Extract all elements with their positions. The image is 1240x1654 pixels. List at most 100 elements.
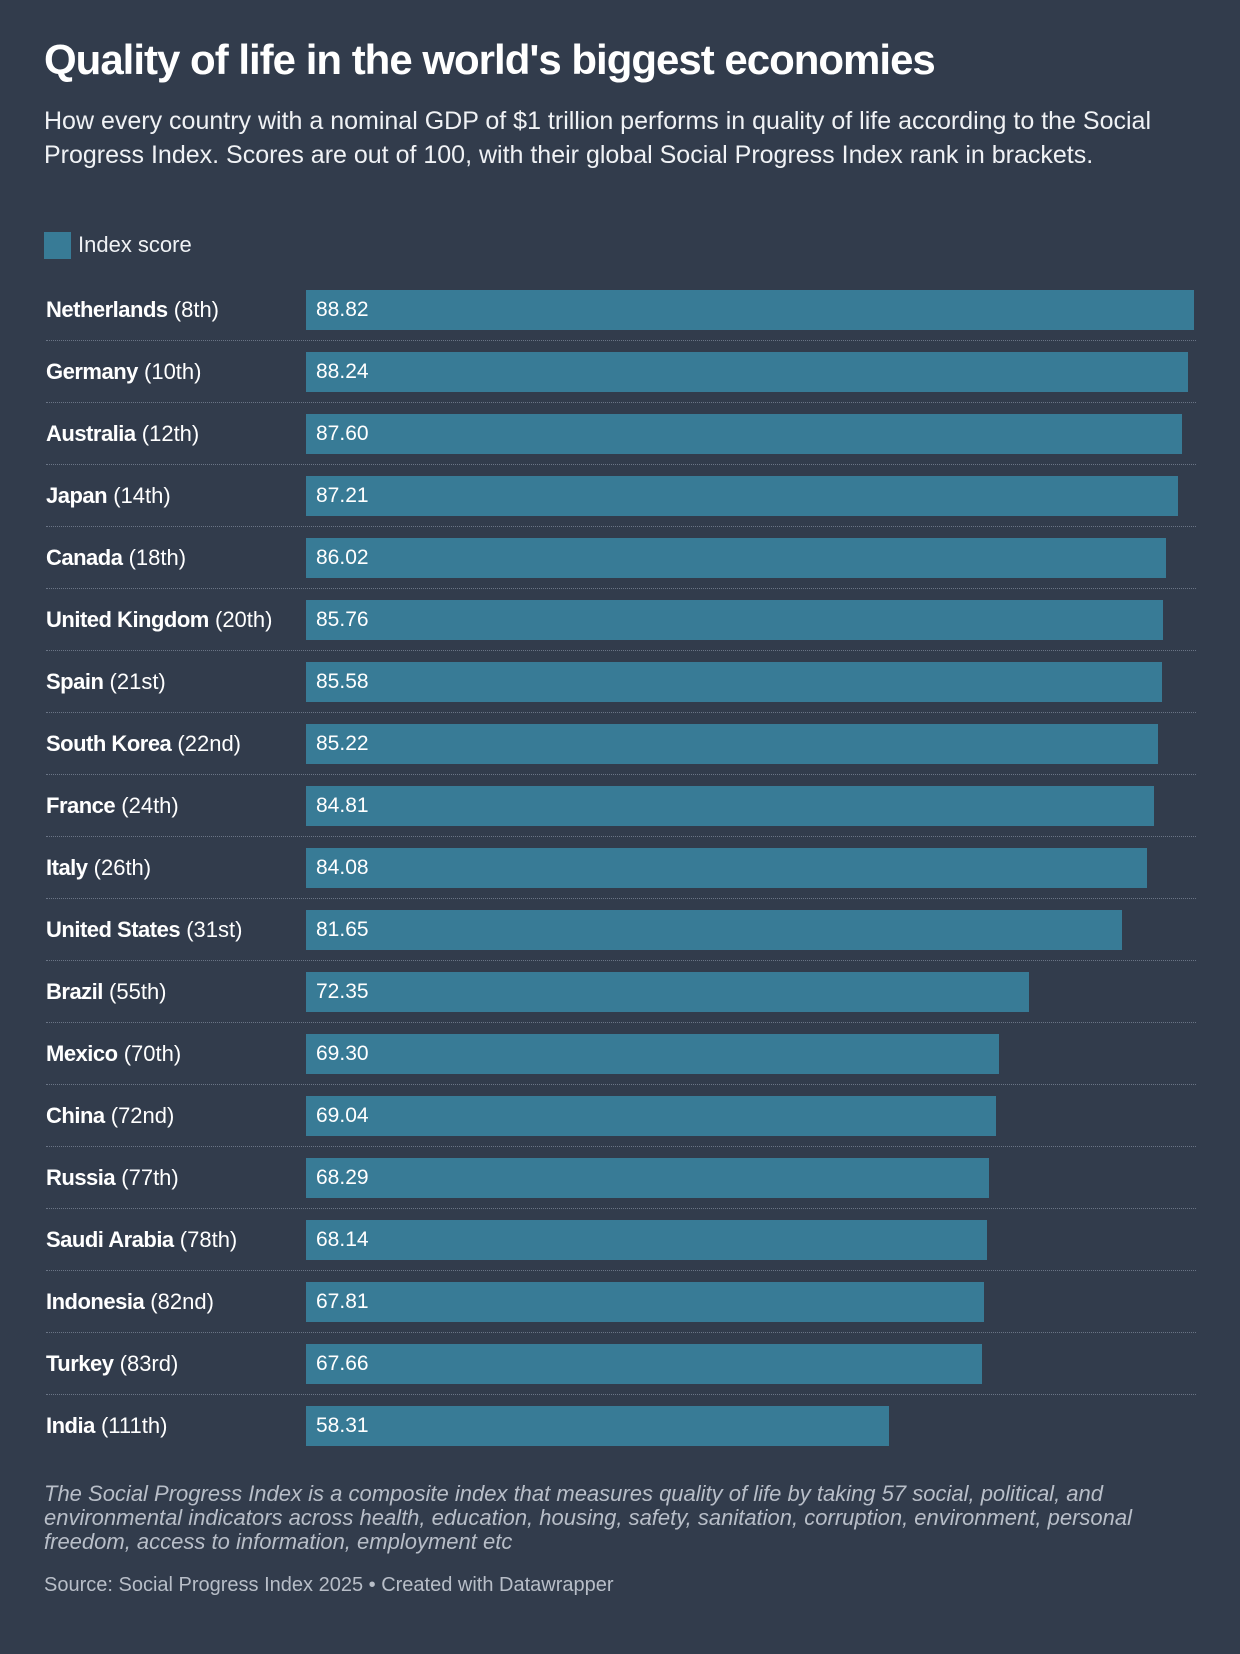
bar-value-label: 69.04 [316,1104,369,1127]
row-separator [46,1022,1196,1023]
bar-row: Spain (21st) 85.58 [46,651,1196,713]
country-rank: (31st) [180,917,243,942]
bar-value-label: 67.81 [316,1290,369,1313]
country-rank: (55th) [102,979,167,1004]
country-rank: (21st) [103,669,166,694]
bar-value-label: 67.66 [316,1352,369,1375]
bar-row: United Kingdom (20th) 85.76 [46,589,1196,651]
country-rank: (70th) [117,1041,182,1066]
bar-value-label: 69.30 [316,1042,369,1065]
row-separator [46,650,1196,651]
bar: 69.04 [306,1096,997,1136]
bar: 68.29 [306,1158,989,1198]
bar-row: Indonesia (82nd) 67.81 [46,1271,1196,1333]
row-separator [46,1332,1196,1333]
bar-value-label: 86.02 [316,546,369,569]
category-label: Brazil (55th) [46,961,167,1023]
bar-value-label: 85.22 [316,732,369,755]
bar-value-label: 81.65 [316,918,369,941]
category-label: Turkey (83rd) [46,1333,178,1395]
bar: 87.21 [306,476,1178,516]
category-label: United States (31st) [46,899,242,961]
country-name: Spain [46,669,104,694]
row-separator [46,774,1196,775]
bar-row: Turkey (83rd) 67.66 [46,1333,1196,1395]
bar-row: South Korea (22nd) 85.22 [46,713,1196,775]
bar: 67.66 [306,1344,983,1384]
country-name: Russia [46,1165,116,1190]
bar-row: France (24th) 84.81 [46,775,1196,837]
row-separator [46,1394,1196,1395]
bar: 86.02 [306,538,1166,578]
category-label: Netherlands (8th) [46,279,219,341]
bar: 88.82 [306,290,1194,330]
bar-row: Saudi Arabia (78th) 68.14 [46,1209,1196,1271]
country-name: Saudi Arabia [46,1227,174,1252]
country-rank: (12th) [135,421,200,446]
bar: 72.35 [306,972,1030,1012]
bar-row: China (72nd) 69.04 [46,1085,1196,1147]
category-label: Indonesia (82nd) [46,1271,214,1333]
country-name: United States [46,917,181,942]
bar-value-label: 87.21 [316,484,369,507]
country-rank: (78th) [173,1227,238,1252]
country-rank: (26th) [87,855,152,880]
category-label: Canada (18th) [46,527,186,589]
row-separator [46,1146,1196,1147]
row-separator [46,340,1196,341]
country-name: Canada [46,545,123,570]
category-label: India (111th) [46,1395,167,1457]
bar: 81.65 [306,910,1123,950]
row-separator [46,526,1196,527]
country-name: France [46,793,116,818]
bar-row: India (111th) 58.31 [46,1395,1196,1457]
bar-value-label: 85.76 [316,608,369,631]
chart-subtitle: How every country with a nominal GDP of … [44,107,1151,169]
country-name: South Korea [46,731,172,756]
category-label: Spain (21st) [46,651,166,713]
category-label: Mexico (70th) [46,1023,181,1085]
category-label: Italy (26th) [46,837,151,899]
country-name: India [46,1413,95,1438]
country-name: Turkey [46,1351,114,1376]
country-rank: (82nd) [144,1289,214,1314]
category-label: South Korea (22nd) [46,713,241,775]
bar-row: Italy (26th) 84.08 [46,837,1196,899]
row-separator [46,588,1196,589]
country-name: China [46,1103,105,1128]
bar-value-label: 68.29 [316,1166,369,1189]
bar: 85.58 [306,662,1162,702]
country-name: Mexico [46,1041,118,1066]
row-separator [46,898,1196,899]
country-name: Netherlands [46,297,168,322]
category-label: Russia (77th) [46,1147,179,1209]
bar-row: Netherlands (8th) 88.82 [46,279,1196,341]
bar: 85.76 [306,600,1164,640]
bar-value-label: 88.82 [316,298,369,321]
bar-value-label: 72.35 [316,980,369,1003]
row-separator [46,712,1196,713]
bar-value-label: 88.24 [316,360,369,383]
legend: Index score [44,230,192,260]
bar-row: Mexico (70th) 69.30 [46,1023,1196,1085]
bar-row: Germany (10th) 88.24 [46,341,1196,403]
bar-value-label: 87.60 [316,422,369,445]
row-separator [46,402,1196,403]
country-rank: (111th) [94,1413,168,1438]
bar: 88.24 [306,352,1189,392]
country-name: Indonesia [46,1289,145,1314]
category-label: Saudi Arabia (78th) [46,1209,237,1271]
bar-row: Russia (77th) 68.29 [46,1147,1196,1209]
bar: 69.30 [306,1034,999,1074]
country-name: Brazil [46,979,103,1004]
bar-value-label: 85.58 [316,670,369,693]
bar-value-label: 84.81 [316,794,369,817]
row-separator [46,1270,1196,1271]
legend-swatch [44,231,71,259]
country-name: Italy [46,855,88,880]
country-rank: (8th) [167,297,220,322]
bar: 84.08 [306,848,1147,888]
bar: 68.14 [306,1220,988,1260]
category-label: France (24th) [46,775,179,837]
row-separator [46,960,1196,961]
